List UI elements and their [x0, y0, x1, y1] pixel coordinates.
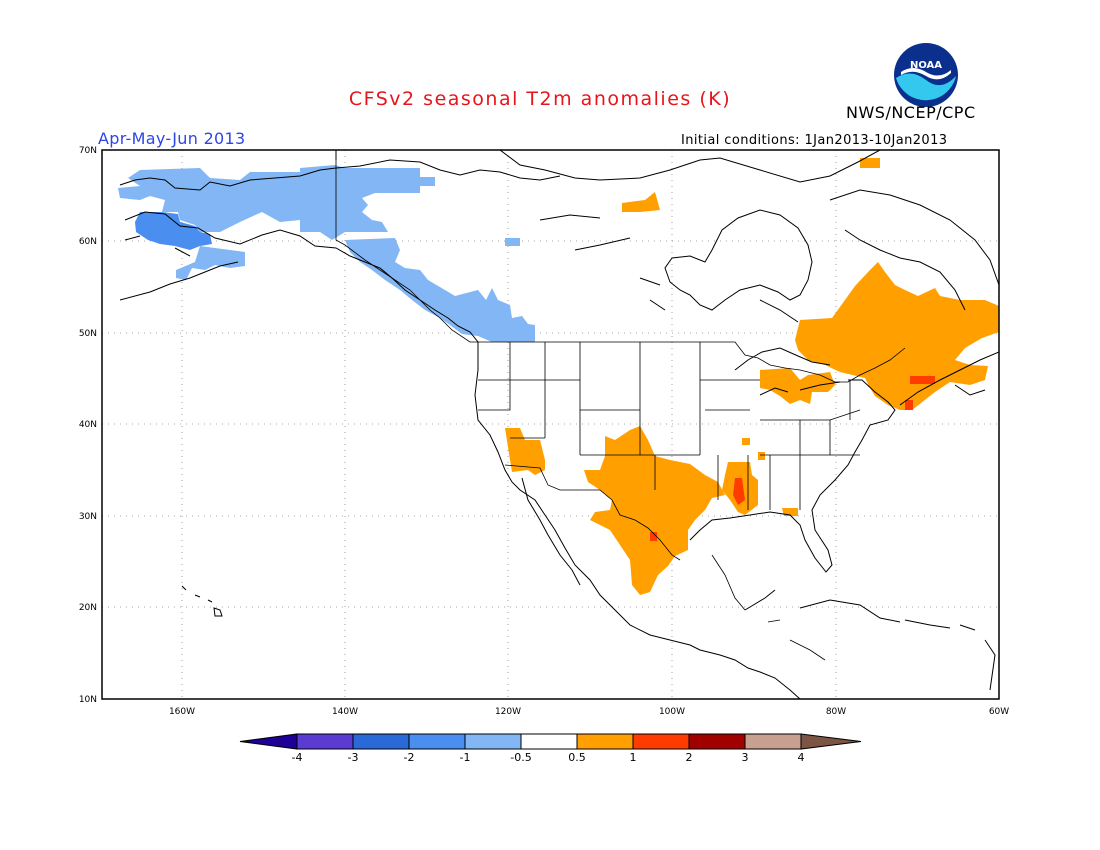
lon-tick-label: 140W	[332, 707, 358, 717]
legend-swatch	[352, 733, 410, 750]
cool-anomaly-sw-alaska	[135, 212, 212, 250]
legend-label: 3	[742, 751, 749, 764]
lon-tick-label: 120W	[495, 707, 521, 717]
lat-tick-label: 30N	[79, 512, 97, 522]
legend-label: 4	[798, 751, 805, 764]
legend-label: -1	[460, 751, 471, 764]
lat-tick-label: 60N	[79, 237, 97, 247]
lat-tick-label: 70N	[79, 146, 97, 156]
legend-swatch	[520, 733, 578, 750]
legend-swatch	[408, 733, 466, 750]
legend-swatch	[576, 733, 634, 750]
legend-swatch	[688, 733, 746, 750]
legend-label: 0.5	[568, 751, 586, 764]
map-frame	[101, 149, 1000, 700]
coastlines	[119, 150, 999, 699]
legend-label: -4	[292, 751, 303, 764]
lon-tick-label: 160W	[169, 707, 195, 717]
lon-tick-label: 60W	[989, 707, 1009, 717]
legend-swatch	[632, 733, 690, 750]
legend-labels: -4 -3 -2 -1 -0.5 0.5 1 2 3 4	[292, 751, 805, 764]
legend-swatch	[464, 733, 522, 750]
forecast-period: Apr-May-Jun 2013	[98, 129, 246, 148]
legend-swatch	[296, 733, 354, 750]
legend-arrow-left	[239, 733, 298, 750]
legend-label: -2	[404, 751, 415, 764]
legend-label: 1	[630, 751, 637, 764]
agency-label: NWS/NCEP/CPC	[846, 103, 976, 122]
lat-tick-label: 10N	[79, 695, 97, 705]
legend-label: 2	[686, 751, 693, 764]
legend-swatch	[744, 733, 802, 750]
logo-text: NOAA	[910, 60, 942, 71]
initial-conditions: Initial conditions: 1Jan2013-10Jan2013	[681, 133, 948, 148]
lat-tick-label: 50N	[79, 329, 97, 339]
legend-bar	[239, 733, 862, 750]
political-borders	[335, 150, 906, 661]
lon-tick-labels: 160W 140W 120W 100W 80W 60W	[169, 707, 1009, 717]
noaa-logo: NOAA	[894, 43, 958, 107]
legend-label: -0.5	[510, 751, 531, 764]
cool-anomaly-alaska	[118, 165, 535, 342]
legend-label: -3	[348, 751, 359, 764]
chart-title: CFSv2 seasonal T2m anomalies (K)	[348, 88, 732, 110]
lat-tick-labels: 10N 20N 30N 40N 50N 60N 70N	[79, 146, 97, 705]
lon-tick-label: 80W	[826, 707, 846, 717]
warm-anomaly-strong	[650, 376, 935, 541]
legend-arrow-right	[800, 733, 862, 750]
lon-tick-label: 100W	[659, 707, 685, 717]
lat-tick-label: 40N	[79, 420, 97, 430]
lat-tick-label: 20N	[79, 603, 97, 613]
